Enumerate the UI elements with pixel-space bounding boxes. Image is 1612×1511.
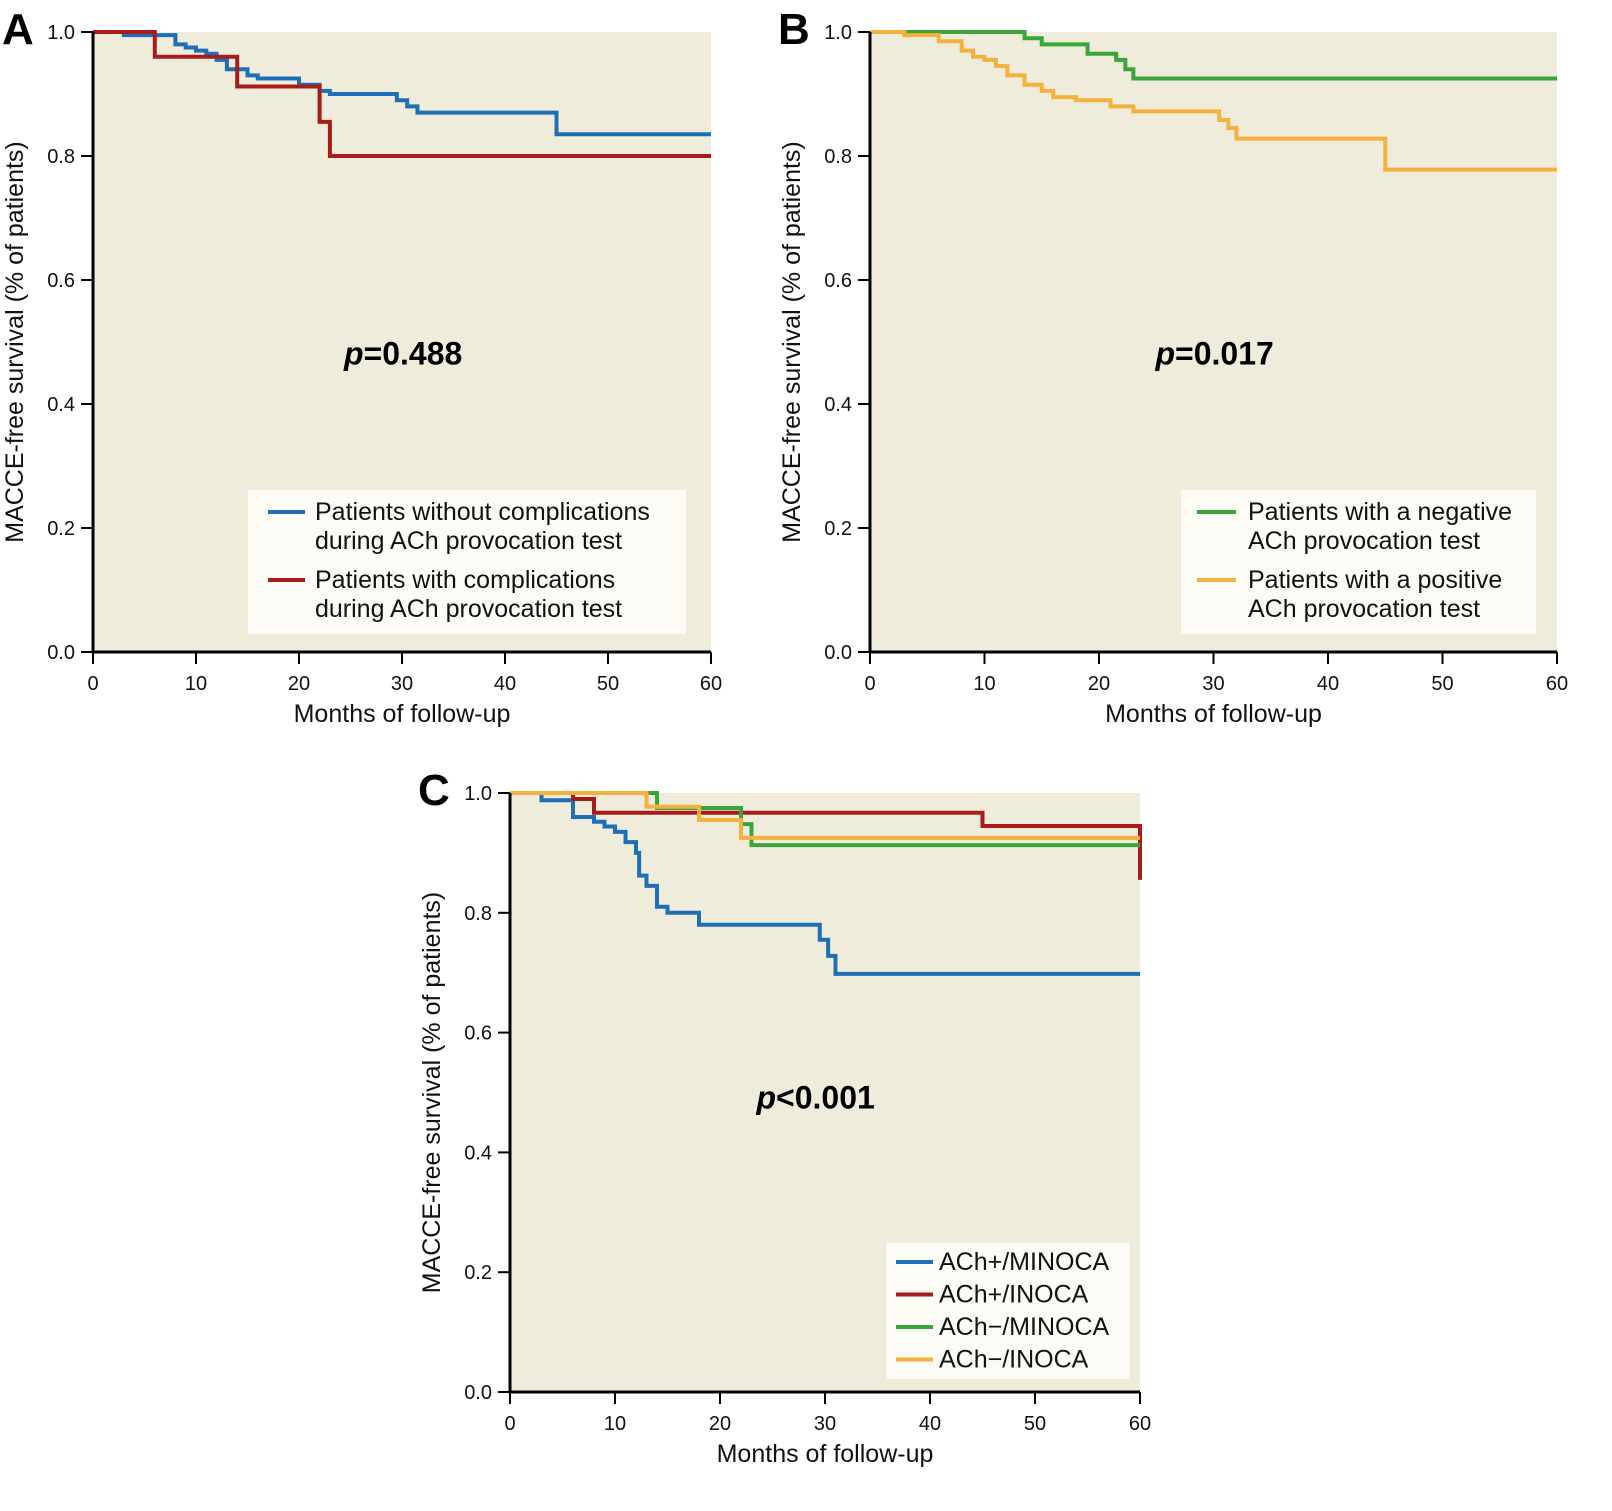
p-value-text: =0.017 <box>1175 335 1274 371</box>
x-tick-label: 30 <box>814 1413 836 1435</box>
legend-label: ACh provocation test <box>1248 595 1480 623</box>
x-tick-label: 40 <box>919 1413 941 1435</box>
y-tick-label: 0.0 <box>464 1382 492 1404</box>
legend-label: Patients with a negative <box>1248 498 1512 526</box>
x-tick-label: 50 <box>1024 1413 1046 1435</box>
y-tick-label: 1.0 <box>464 783 492 805</box>
x-tick-label: 0 <box>87 673 98 695</box>
y-tick-label: 0.4 <box>824 394 852 416</box>
legend-box <box>886 1243 1130 1379</box>
y-tick-label: 1.0 <box>824 22 852 44</box>
y-axis-title: MACCE-free survival (% of patients) <box>1 141 29 543</box>
legend-box <box>248 490 686 634</box>
legend-label: ACh−/INOCA <box>939 1346 1089 1374</box>
x-tick-label: 60 <box>700 673 722 695</box>
chart-panel-a: A 0.0 0.2 0.4 0.6 0.8 1.0 0 10 20 30 40 50 60 Months o… <box>1 5 722 728</box>
legend-label: ACh−/MINOCA <box>939 1313 1110 1341</box>
y-tick-label: 0.4 <box>464 1142 492 1164</box>
x-axis-title: Months of follow-up <box>1105 700 1322 728</box>
legend-label: during ACh provocation test <box>315 595 622 623</box>
panel-label: B <box>778 5 810 54</box>
series-line-green <box>510 791 1140 848</box>
y-tick-label: 0.4 <box>47 394 75 416</box>
p-value-annotation: p=0.017 <box>1155 335 1274 371</box>
series-line-green <box>870 30 1557 81</box>
y-tick-label: 0.8 <box>47 146 75 168</box>
p-value-text: <0.001 <box>776 1079 875 1115</box>
legend-label: ACh+/MINOCA <box>939 1248 1110 1276</box>
series-line-blue <box>93 30 711 137</box>
y-tick-label: 1.0 <box>47 22 75 44</box>
panel-label: A <box>2 5 34 54</box>
p-value-annotation: p=0.488 <box>343 335 462 371</box>
x-tick-label: 0 <box>864 673 875 695</box>
x-tick-label: 20 <box>288 673 310 695</box>
y-tick-label: 0.8 <box>464 903 492 925</box>
p-value-text: =0.488 <box>364 335 463 371</box>
p-value-symbol: p <box>756 1079 777 1115</box>
legend-label: Patients with a positive <box>1248 566 1502 594</box>
legend-label: ACh+/INOCA <box>939 1281 1089 1309</box>
x-tick-label: 60 <box>1129 1413 1151 1435</box>
x-axis-title: Months of follow-up <box>294 700 511 728</box>
panel-label: C <box>418 766 450 815</box>
x-tick-label: 40 <box>494 673 516 695</box>
legend-label: ACh provocation test <box>1248 527 1480 555</box>
series-line-orange <box>870 30 1557 172</box>
legend-label: Patients without complications <box>315 498 650 526</box>
x-tick-label: 30 <box>391 673 413 695</box>
x-tick-label: 0 <box>504 1413 515 1435</box>
chart-panel-b: B 0.0 0.2 0.4 0.6 0.8 1.0 0 10 20 30 40 50 60 Months o… <box>778 5 1568 728</box>
y-tick-label: 0.2 <box>464 1262 492 1284</box>
y-tick-label: 0.6 <box>47 270 75 292</box>
legend-label: Patients with complications <box>315 566 615 594</box>
x-axis-title: Months of follow-up <box>717 1440 934 1468</box>
x-tick-label: 20 <box>1088 673 1110 695</box>
x-tick-label: 10 <box>604 1413 626 1435</box>
x-tick-label: 10 <box>973 673 995 695</box>
chart-panel-c: C 0.0 0.2 0.4 0.6 0.8 1.0 0 10 20 30 40 50 60 Months o… <box>418 766 1151 1468</box>
x-tick-label: 60 <box>1546 673 1568 695</box>
legend: ACh+/MINOCA ACh+/INOCA ACh−/MINOCA ACh−/INO… <box>886 1243 1130 1379</box>
p-value-symbol: p <box>343 335 364 371</box>
y-tick-label: 0.0 <box>824 642 852 664</box>
y-tick-label: 0.2 <box>47 518 75 540</box>
x-tick-label: 20 <box>709 1413 731 1435</box>
y-tick-label: 0.2 <box>824 518 852 540</box>
y-tick-label: 0.6 <box>824 270 852 292</box>
y-tick-label: 0.0 <box>47 642 75 664</box>
x-tick-label: 30 <box>1202 673 1224 695</box>
y-axis-title: MACCE-free survival (% of patients) <box>418 892 446 1294</box>
x-tick-label: 50 <box>1431 673 1453 695</box>
x-tick-label: 50 <box>597 673 619 695</box>
legend-box <box>1181 490 1536 634</box>
series-line-red <box>93 30 711 158</box>
legend-label: during ACh provocation test <box>315 527 622 555</box>
p-value-symbol: p <box>1155 335 1176 371</box>
series-line-orange <box>510 791 1140 840</box>
p-value-annotation: p<0.001 <box>756 1079 875 1115</box>
x-tick-label: 10 <box>185 673 207 695</box>
series-line-blue <box>510 791 1140 976</box>
y-tick-label: 0.6 <box>464 1023 492 1045</box>
x-tick-label: 40 <box>1317 673 1339 695</box>
y-tick-label: 0.8 <box>824 146 852 168</box>
y-axis-title: MACCE-free survival (% of patients) <box>778 141 806 543</box>
